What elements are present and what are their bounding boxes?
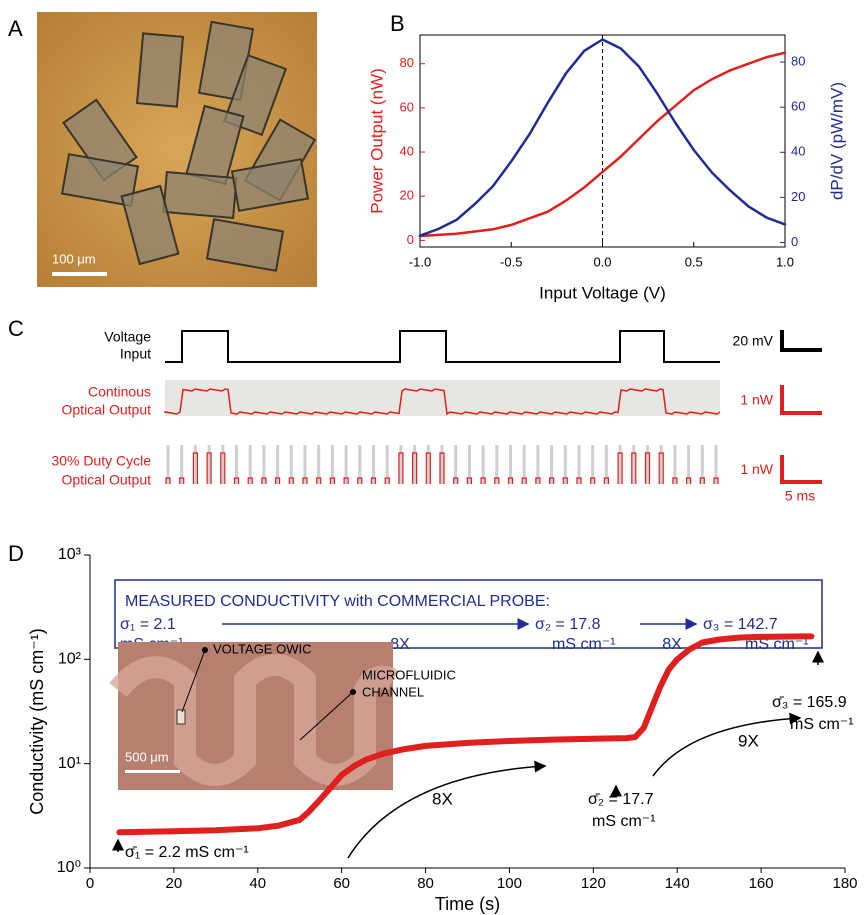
probe-box-text: σ₃ = 142.7 xyxy=(703,616,778,633)
x-tick-label: 80 xyxy=(417,875,434,892)
inset-label: VOLTAGE OWIC xyxy=(213,641,311,656)
y-tick-label: 10⁰ xyxy=(57,859,81,876)
y2-tick-label: 40 xyxy=(791,144,805,159)
y-tick-label: 60 xyxy=(400,99,414,114)
inset-pointer-dot xyxy=(350,689,356,695)
x-tick-label: 40 xyxy=(249,875,266,892)
scale-bar xyxy=(782,385,822,413)
x-axis-label: Time (s) xyxy=(435,894,500,914)
panel-a-image xyxy=(37,12,317,287)
y2-tick-label: 60 xyxy=(791,99,805,114)
y-tick-label: 40 xyxy=(400,143,414,158)
x-tick-label: 0 xyxy=(86,875,94,892)
probe-box-text: 8X xyxy=(662,636,682,653)
y2-tick-label: 80 xyxy=(791,54,805,69)
y-tick-label: 80 xyxy=(400,55,414,70)
x-axis-label: Input Voltage (V) xyxy=(539,283,666,302)
x-tick-label: 0.0 xyxy=(593,254,611,269)
scale-label: 20 mV xyxy=(733,333,774,349)
scale-label: 1 nW xyxy=(740,461,773,477)
y-tick-label: 20 xyxy=(400,188,414,203)
x-tick-label: -0.5 xyxy=(500,254,522,269)
panel-label: C xyxy=(8,316,24,341)
inset-pointer-dot xyxy=(202,647,208,653)
y-axis-label: Power Output (nW) xyxy=(367,68,386,214)
inset-label: 500 μm xyxy=(125,749,169,764)
row-label: Voltage xyxy=(104,329,151,345)
scale-bar-label: 100 μm xyxy=(52,251,96,266)
scale-bar xyxy=(782,330,822,350)
y-tick-label: 10² xyxy=(58,651,82,668)
row-label: Optical Output xyxy=(62,472,152,488)
annotation: 8X xyxy=(432,789,453,808)
annotation: σ̄₃ = 165.9 xyxy=(772,694,847,711)
x-tick-label: 180 xyxy=(832,875,857,892)
x-tick-label: 160 xyxy=(749,875,774,892)
probe-box-text: mS cm⁻¹ xyxy=(552,636,616,653)
probe-box-text: 8X xyxy=(390,636,410,653)
voltage-trace xyxy=(165,331,720,362)
x-tick-label: 60 xyxy=(333,875,350,892)
x-tick-label: 120 xyxy=(581,875,606,892)
row-label: Input xyxy=(120,346,151,362)
annotation: σ̄₂ = 17.7 xyxy=(588,791,654,808)
inset-device xyxy=(177,710,185,724)
panel-label: B xyxy=(390,11,405,36)
scale-label: 1 nW xyxy=(740,392,773,408)
annotation: 9X xyxy=(738,731,759,750)
probe-box-text: σ₁ = 2.1 xyxy=(120,616,176,633)
y2-tick-label: 20 xyxy=(791,189,805,204)
x-tick-label: 100 xyxy=(497,875,522,892)
panel-label: A xyxy=(8,16,23,41)
inset-scale-bar xyxy=(125,770,180,773)
y-tick-label: 10¹ xyxy=(58,755,81,772)
x-tick-label: 20 xyxy=(166,875,183,892)
inset-label: MICROFLUIDIC xyxy=(362,667,456,682)
annotation: σ̄₁ = 2.2 mS cm⁻¹ xyxy=(125,844,249,861)
row-label: Optical Output xyxy=(62,402,152,418)
y-tick-label: 10³ xyxy=(58,546,82,563)
x-tick-label: -1.0 xyxy=(409,254,431,269)
scale-bar xyxy=(782,455,822,482)
x-tick-label: 1.0 xyxy=(776,254,794,269)
row-label: Continous xyxy=(88,384,151,400)
y2-tick-label: 0 xyxy=(791,234,798,249)
probe-box-text: σ₂ = 17.8 xyxy=(535,616,601,633)
x-tick-label: 140 xyxy=(665,875,690,892)
y2-axis-label: dP/dV (pW/mV) xyxy=(827,82,846,200)
probe-box-title: MEASURED CONDUCTIVITY with COMMERCIAL PR… xyxy=(125,593,550,610)
x-tick-label: 0.5 xyxy=(685,254,703,269)
y-tick-label: 0 xyxy=(407,232,414,247)
figure: 100 μm A B C D -1.0 -0.5 0.0 0.5 1.0 0 20 40 60 8… xyxy=(0,0,865,915)
annotation: mS cm⁻¹ xyxy=(592,813,656,830)
panel-label: D xyxy=(8,541,24,566)
y-axis-label: Conductivity (mS cm⁻¹) xyxy=(27,628,47,815)
time-scale-label: 5 ms xyxy=(785,488,815,504)
row-label: 30% Duty Cycle xyxy=(51,453,151,469)
inset-label: CHANNEL xyxy=(362,684,424,699)
annotation-arrow xyxy=(653,718,800,776)
trace-background xyxy=(165,380,720,416)
